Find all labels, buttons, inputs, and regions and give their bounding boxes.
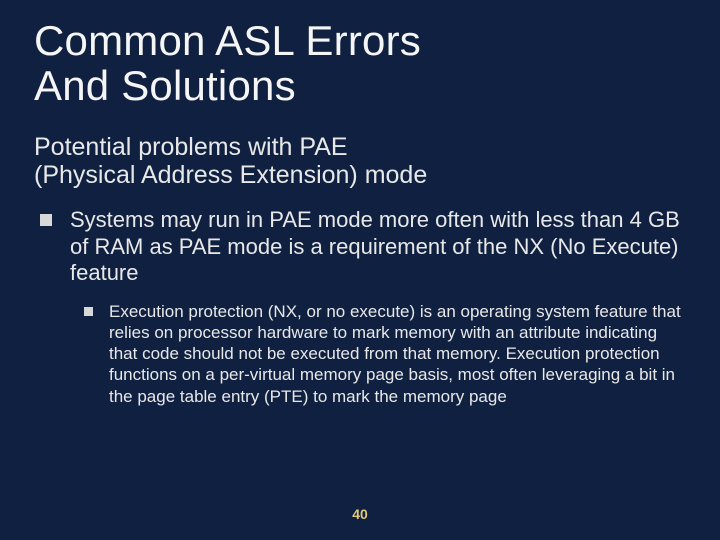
bullet-level-2: Execution protection (NX, or no execute)…: [84, 301, 686, 406]
title-line-1: Common ASL Errors: [34, 17, 421, 64]
bullet-text: Execution protection (NX, or no execute)…: [109, 301, 686, 406]
square-bullet-icon: [40, 214, 52, 226]
bullet-text: Systems may run in PAE mode more often w…: [70, 207, 686, 287]
page-number: 40: [0, 506, 720, 522]
title-line-2: And Solutions: [34, 62, 296, 109]
slide-subtitle: Potential problems with PAE (Physical Ad…: [34, 133, 686, 189]
slide: Common ASL Errors And Solutions Potentia…: [0, 0, 720, 540]
slide-title: Common ASL Errors And Solutions: [34, 18, 686, 109]
subtitle-line-2: (Physical Address Extension) mode: [34, 161, 427, 189]
subtitle-line-1: Potential problems with PAE: [34, 133, 348, 161]
square-bullet-icon: [84, 307, 93, 316]
bullet-level-1: Systems may run in PAE mode more often w…: [40, 207, 686, 287]
